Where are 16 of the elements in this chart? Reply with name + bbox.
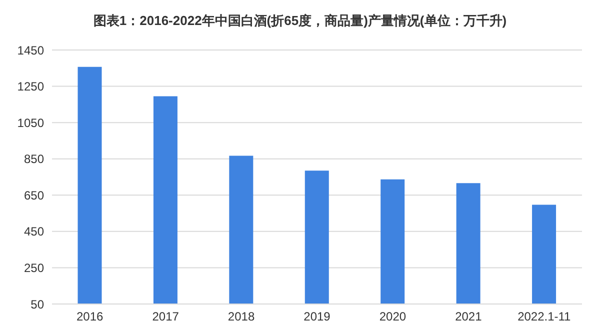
x-tick-label: 2022.1-11 [518, 310, 572, 324]
y-tick-label: 850 [24, 152, 44, 166]
y-tick-label: 450 [24, 224, 44, 239]
x-tick-label: 2021 [455, 310, 482, 324]
x-tick-label: 2018 [228, 310, 255, 324]
x-tick-label: 2017 [152, 310, 180, 324]
x-tick-label: 2016 [76, 310, 104, 324]
y-tick-label: 1450 [17, 43, 44, 58]
y-tick-label: 50 [30, 297, 44, 312]
y-tick-label: 650 [24, 188, 44, 202]
chart-title: 图表1：2016-2022年中国白酒(折65度，商品量)产量情况(单位：万千升) [92, 12, 508, 30]
y-tick-label: 1250 [17, 80, 44, 94]
x-tick-label: 2019 [304, 310, 331, 324]
y-tick-label: 250 [24, 260, 44, 275]
x-tick-label: 2020 [379, 310, 406, 324]
y-tick-label: 1050 [17, 116, 44, 130]
